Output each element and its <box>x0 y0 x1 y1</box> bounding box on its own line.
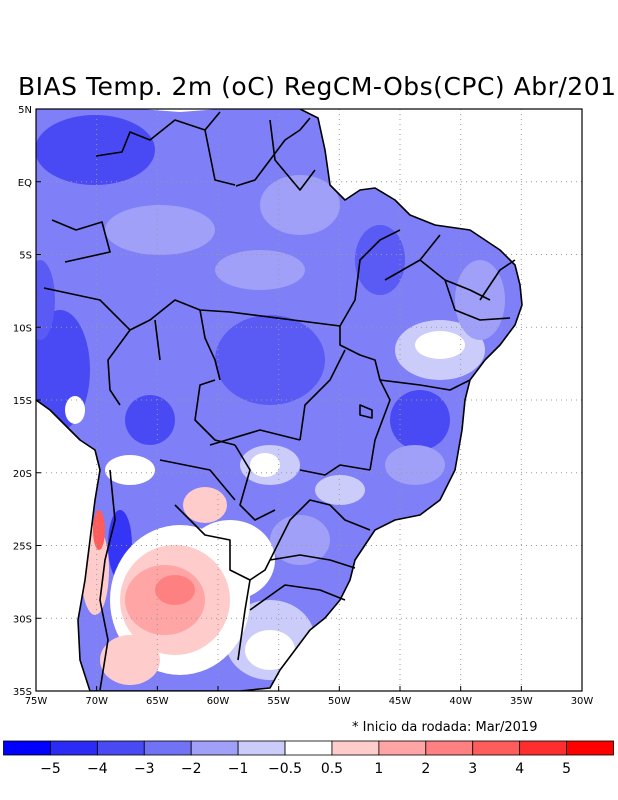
lon-tick-label: 45W <box>389 696 412 707</box>
colorbar-swatch <box>378 740 427 756</box>
colorbar-swatch <box>96 740 145 756</box>
colorbar-swatch <box>519 740 567 756</box>
borders <box>36 109 523 691</box>
colorbar-label: 5 <box>562 761 571 777</box>
colorbar-label: 0.5 <box>321 761 343 777</box>
colorbar-swatch <box>50 740 98 756</box>
lat-tick-label: 5S <box>19 251 32 262</box>
lat-tick-label: 20S <box>13 469 32 480</box>
colorbar-label: −1 <box>228 761 249 777</box>
lat-tick-label: 25S <box>13 542 32 553</box>
colorbar: −5 −4 −3 −2 −1 −0.5 0.5 1 2 3 4 5 <box>3 740 614 777</box>
colorbar-swatch <box>566 740 614 756</box>
axis-ticks: 75W 70W 65W 60W 55W 50W 45W 40W 35W 30W 5N EQ 5S 10S 1… <box>13 105 593 707</box>
colorbar-swatch <box>331 740 380 756</box>
map-panel: 75W 70W 65W 60W 55W 50W 45W 40W 35W 30W 5N EQ 5S 10S 1… <box>13 105 593 707</box>
lon-tick-label: 50W <box>328 696 351 707</box>
lon-tick-label: 75W <box>25 696 48 707</box>
colorbar-swatch <box>143 740 192 756</box>
map-title: BIAS Temp. 2m (oC) RegCM-Obs(CPC) Abr/20… <box>18 72 618 101</box>
lat-tick-label: 10S <box>13 323 32 334</box>
colorbar-swatch <box>472 740 521 756</box>
lat-tick-label: EQ <box>18 178 32 189</box>
lat-tick-label: 30S <box>13 614 32 625</box>
lat-tick-label: 15S <box>13 396 32 407</box>
lon-tick-label: 40W <box>449 696 472 707</box>
colorbar-label: 1 <box>374 761 383 777</box>
colorbar-label: 3 <box>468 761 477 777</box>
colorbar-label: −3 <box>134 761 155 777</box>
colorbar-swatch <box>425 740 474 756</box>
colorbar-label: −0.5 <box>268 761 302 777</box>
colorbar-swatch <box>284 740 333 756</box>
lat-tick-label: 5N <box>18 105 32 116</box>
lon-tick-label: 30W <box>571 696 594 707</box>
lon-tick-label: 70W <box>85 696 108 707</box>
colorbar-label: 2 <box>421 761 430 777</box>
run-start-note: * Inicio da rodada: Mar/2019 <box>352 720 538 735</box>
lon-tick-label: 60W <box>207 696 230 707</box>
colorbar-swatch <box>3 740 51 756</box>
lat-tick-label: 35S <box>13 687 32 698</box>
colorbar-label: −4 <box>87 761 108 777</box>
lon-tick-label: 65W <box>146 696 169 707</box>
lon-tick-label: 35W <box>510 696 533 707</box>
colorbar-label: −5 <box>40 761 61 777</box>
colorbar-swatch <box>190 740 239 756</box>
colorbar-swatch <box>237 740 286 756</box>
colorbar-label: −2 <box>181 761 202 777</box>
lon-tick-label: 55W <box>267 696 290 707</box>
graticule <box>36 109 582 691</box>
colorbar-label: 4 <box>515 761 524 777</box>
